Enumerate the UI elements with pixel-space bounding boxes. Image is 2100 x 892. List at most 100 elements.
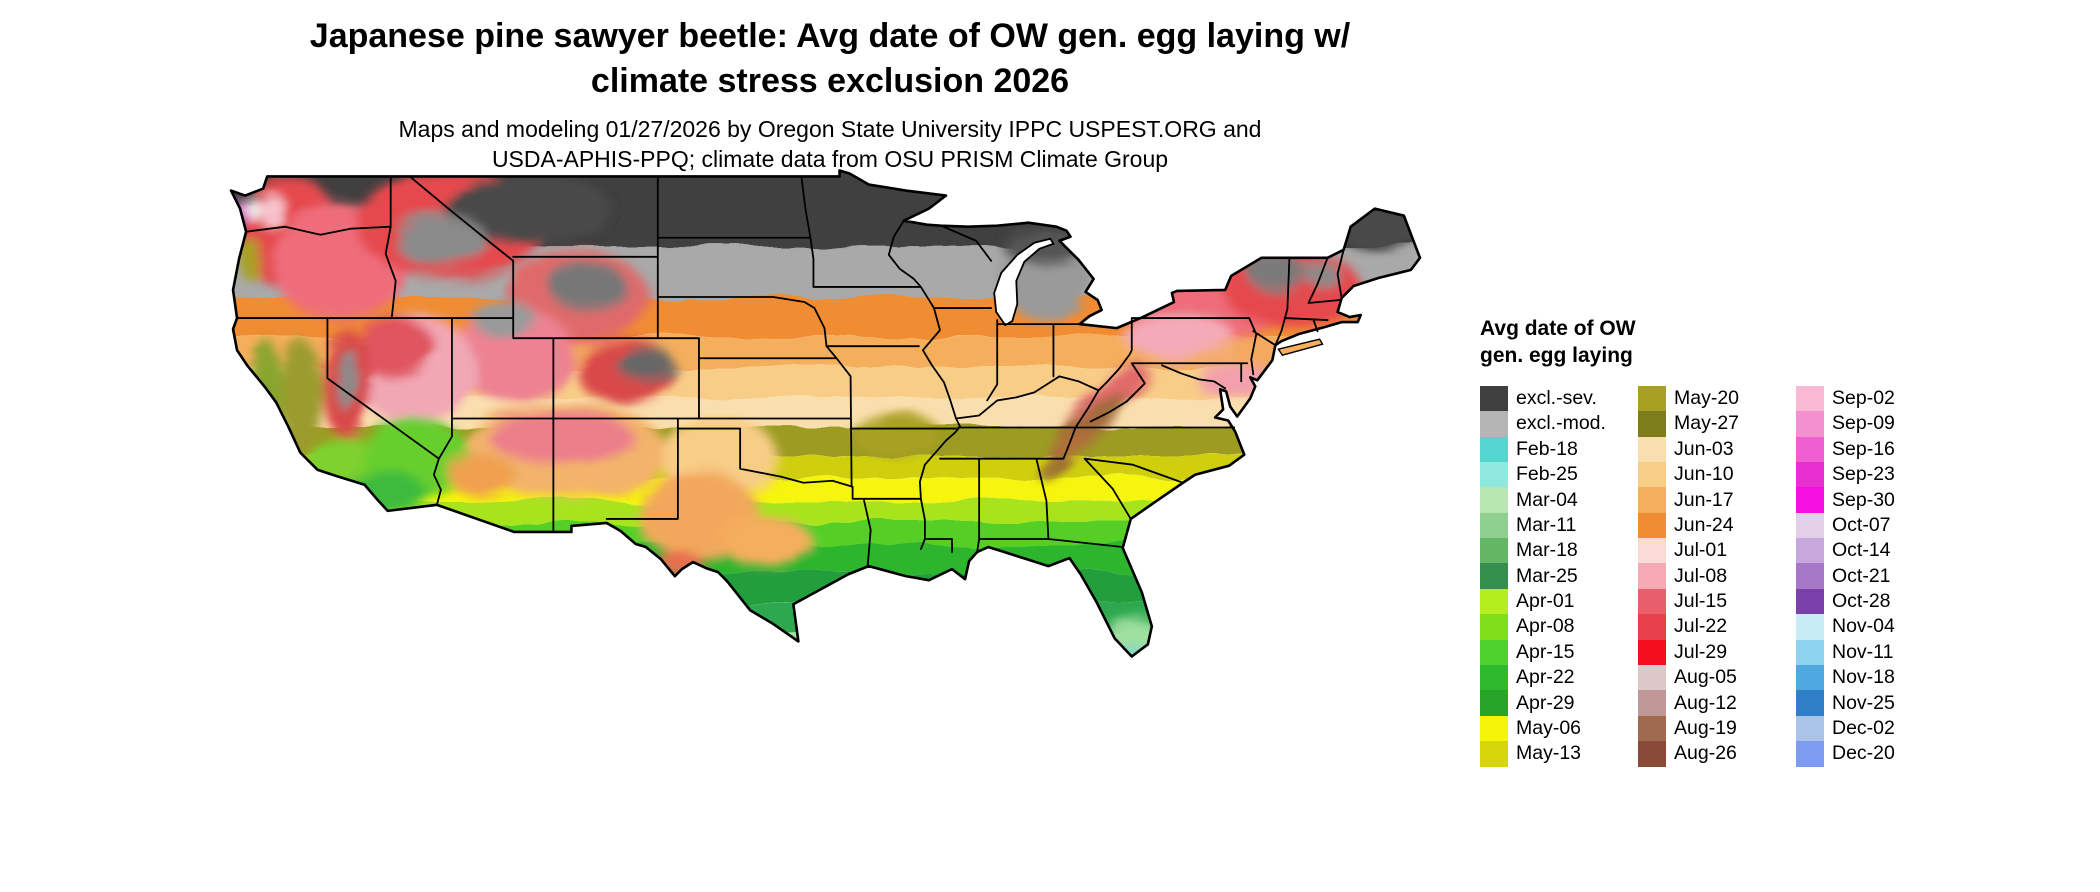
legend-swatch bbox=[1638, 538, 1666, 564]
legend-label: Jun-03 bbox=[1674, 437, 1734, 460]
legend-swatch bbox=[1638, 588, 1666, 615]
legend-swatch bbox=[1480, 614, 1508, 640]
legend-entry: Mar-11 bbox=[1480, 512, 1638, 539]
legend-entry: Nov-18 bbox=[1796, 665, 1946, 691]
legend-entry: Jun-03 bbox=[1638, 436, 1796, 462]
legend-label: Apr-29 bbox=[1516, 691, 1575, 714]
legend-label: Dec-02 bbox=[1832, 717, 1895, 740]
legend-label: Nov-25 bbox=[1832, 691, 1895, 714]
legend-label: excl.-mod. bbox=[1516, 412, 1606, 435]
legend-entry: May-20 bbox=[1638, 385, 1796, 412]
legend-swatch bbox=[1796, 715, 1824, 742]
legend-label: Oct-21 bbox=[1832, 564, 1891, 587]
legend-entry: Sep-30 bbox=[1796, 487, 1946, 513]
legend-label: Nov-11 bbox=[1832, 640, 1894, 663]
legend-label: Jul-15 bbox=[1674, 590, 1728, 613]
legend-swatch bbox=[1796, 639, 1824, 666]
us-map bbox=[229, 169, 1422, 658]
legend-entry: Dec-02 bbox=[1796, 715, 1946, 742]
legend-swatch bbox=[1638, 487, 1666, 513]
map-title-line2: climate stress exclusion 2026 bbox=[590, 61, 1070, 100]
legend-swatch bbox=[1638, 436, 1666, 462]
legend-label: Jul-01 bbox=[1674, 539, 1728, 562]
legend-title-line2: gen. egg laying bbox=[1480, 343, 1633, 367]
legend-entry: Sep-23 bbox=[1796, 461, 1946, 488]
legend-swatch bbox=[1480, 512, 1508, 539]
legend-label: Mar-11 bbox=[1516, 513, 1577, 536]
legend-swatch bbox=[1480, 385, 1508, 412]
legend-label: Sep-16 bbox=[1832, 437, 1895, 460]
legend-swatch bbox=[1796, 741, 1824, 767]
legend-swatch bbox=[1638, 614, 1666, 640]
legend-label: Sep-23 bbox=[1832, 463, 1895, 486]
legend-columns: excl.-sev. excl.-mod. Feb-18 Feb-25 Mar-04 Ma… bbox=[1480, 385, 2040, 767]
legend-swatch bbox=[1796, 436, 1824, 462]
legend-swatch bbox=[1796, 563, 1824, 589]
legend-swatch bbox=[1796, 461, 1824, 488]
legend-column-2: May-20 May-27 Jun-03 Jun-10 Jun-17 Jun-24 Jul-… bbox=[1638, 385, 1796, 767]
legend-entry: Jun-24 bbox=[1638, 512, 1796, 539]
legend-label: Aug-19 bbox=[1674, 717, 1737, 740]
legend-label: Dec-20 bbox=[1832, 742, 1895, 765]
legend-swatch bbox=[1480, 461, 1508, 488]
legend-swatch bbox=[1480, 690, 1508, 716]
legend-label: Apr-08 bbox=[1516, 615, 1575, 638]
legend-label: Apr-15 bbox=[1516, 640, 1575, 663]
legend-swatch bbox=[1796, 411, 1824, 437]
legend-swatch bbox=[1480, 487, 1508, 513]
legend-column-3: Sep-02 Sep-09 Sep-16 Sep-23 Sep-30 Oct-07 Oct-… bbox=[1796, 385, 1946, 767]
legend-entry: Oct-28 bbox=[1796, 588, 1946, 615]
legend-label: Feb-18 bbox=[1516, 437, 1578, 460]
legend-entry: Apr-08 bbox=[1480, 614, 1638, 640]
legend-swatch bbox=[1638, 741, 1666, 767]
legend-swatch bbox=[1480, 715, 1508, 742]
map-subtitle-line2: USDA-APHIS-PPQ; climate data from OSU PR… bbox=[491, 146, 1169, 173]
legend-entry: Oct-14 bbox=[1796, 538, 1946, 564]
legend-entry: Mar-25 bbox=[1480, 563, 1638, 589]
legend-entry: excl.-mod. bbox=[1480, 411, 1638, 437]
legend-entry: Aug-26 bbox=[1638, 741, 1796, 767]
legend-label: Oct-28 bbox=[1832, 590, 1891, 613]
legend-swatch bbox=[1638, 715, 1666, 742]
legend-entry: Feb-25 bbox=[1480, 461, 1638, 488]
legend-entry: Aug-12 bbox=[1638, 690, 1796, 716]
legend-label: Aug-26 bbox=[1674, 742, 1737, 765]
legend-entry: Apr-22 bbox=[1480, 665, 1638, 691]
legend-swatch bbox=[1480, 436, 1508, 462]
legend-title-line1: Avg date of OW bbox=[1480, 317, 1636, 340]
legend-label: Jul-08 bbox=[1674, 564, 1728, 587]
legend-entry: Mar-04 bbox=[1480, 487, 1638, 513]
legend-swatch bbox=[1638, 461, 1666, 488]
legend-entry: Jul-08 bbox=[1638, 563, 1796, 589]
legend-label: Jun-17 bbox=[1674, 488, 1734, 511]
legend-label: Jun-24 bbox=[1674, 513, 1734, 536]
us-map-container bbox=[225, 168, 1430, 671]
legend-label: May-06 bbox=[1516, 717, 1582, 740]
legend-label: Oct-07 bbox=[1832, 513, 1891, 536]
legend-swatch bbox=[1796, 538, 1824, 564]
legend-label: Mar-25 bbox=[1516, 564, 1578, 587]
legend-entry: Sep-02 bbox=[1796, 385, 1946, 412]
legend-swatch bbox=[1638, 665, 1666, 691]
legend-entry: Mar-18 bbox=[1480, 538, 1638, 564]
legend-label: Aug-05 bbox=[1674, 666, 1737, 689]
legend-entry: Nov-25 bbox=[1796, 690, 1946, 716]
legend-entry: Jul-29 bbox=[1638, 639, 1796, 666]
legend-entry: Nov-11 bbox=[1796, 639, 1946, 666]
legend-entry: Jul-01 bbox=[1638, 538, 1796, 564]
legend-entry: Aug-19 bbox=[1638, 715, 1796, 742]
legend-entry: Feb-18 bbox=[1480, 436, 1638, 462]
legend-entry: May-06 bbox=[1480, 715, 1638, 742]
map-subtitle-line1: Maps and modeling 01/27/2026 by Oregon S… bbox=[398, 115, 1262, 142]
legend-label: Feb-25 bbox=[1516, 463, 1578, 486]
legend-swatch bbox=[1638, 563, 1666, 589]
legend: Avg date of OW gen. egg laying excl.-sev… bbox=[1480, 316, 2040, 767]
legend-entry: Jul-15 bbox=[1638, 588, 1796, 615]
legend-swatch bbox=[1796, 512, 1824, 539]
legend-entry: Jun-10 bbox=[1638, 461, 1796, 488]
legend-swatch bbox=[1480, 538, 1508, 564]
legend-swatch bbox=[1796, 690, 1824, 716]
legend-swatch bbox=[1796, 487, 1824, 513]
legend-label: Nov-18 bbox=[1832, 666, 1895, 689]
legend-label: Apr-22 bbox=[1516, 666, 1575, 689]
